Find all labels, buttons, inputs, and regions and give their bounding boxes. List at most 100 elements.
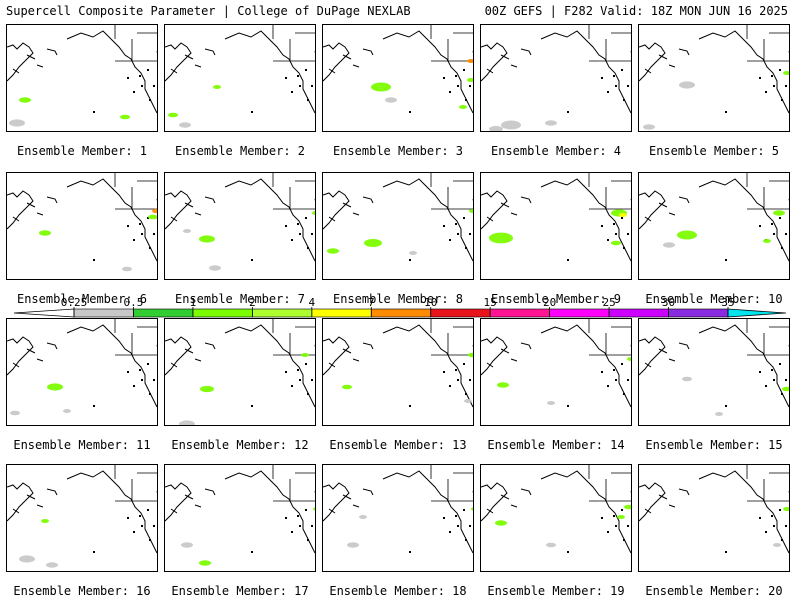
ensemble-member-label: Ensemble Member: 11	[13, 438, 151, 452]
scp-contour	[39, 230, 51, 236]
basemap	[165, 25, 315, 128]
colorbar-segment	[252, 308, 313, 318]
scp-contour	[495, 520, 507, 526]
ensemble-member-label: Ensemble Member: 20	[645, 584, 783, 598]
scp-contour	[122, 266, 132, 272]
colorbar-legend: 0.25 0.5 1 2 4 7 10 15 20 25 30 35	[13, 296, 787, 318]
scp-contour	[627, 357, 631, 361]
colorbar-tick-label: 10	[424, 296, 437, 309]
scp-contour	[677, 230, 697, 240]
ensemble-member-label: Ensemble Member: 6	[16, 292, 148, 306]
colorbar-segment	[549, 308, 610, 318]
scp-contour	[489, 232, 513, 244]
ensemble-member-label: Ensemble Member: 12	[171, 438, 309, 452]
ensemble-member-label: Ensemble Member: 8	[332, 292, 464, 306]
ensemble-member-label: Ensemble Member: 7	[174, 292, 306, 306]
colorbar-tick-label: 1	[190, 296, 197, 309]
basemap	[323, 319, 473, 408]
basemap	[323, 465, 473, 554]
ensemble-member-label: Ensemble Member: 19	[487, 584, 625, 598]
basemap	[639, 319, 789, 416]
scp-contour	[501, 120, 521, 130]
scp-contour	[181, 542, 193, 548]
scp-contour	[19, 97, 31, 103]
scp-contour	[371, 82, 391, 92]
colorbar-segment	[192, 308, 253, 318]
ensemble-panel	[6, 318, 158, 426]
scp-contour	[624, 504, 631, 510]
colorbar-segment	[668, 308, 729, 318]
scp-contour	[619, 213, 627, 217]
scp-contour	[469, 209, 473, 213]
scp-contour	[47, 383, 63, 391]
map-title: Supercell Composite Parameter | College …	[6, 4, 411, 18]
scp-contour	[120, 114, 130, 120]
scp-contour	[497, 382, 509, 388]
ensemble-member-label: Ensemble Member: 2	[174, 144, 306, 158]
ensemble-panel	[164, 318, 316, 426]
colorbar-lower-arrow	[13, 308, 75, 318]
scp-contour	[385, 97, 397, 103]
colorbar-tick-label: 15	[484, 296, 497, 309]
scp-contour	[41, 519, 49, 523]
scp-contour	[763, 239, 771, 243]
ensemble-panel	[6, 172, 158, 280]
ensemble-panel	[6, 24, 158, 132]
ensemble-panel	[638, 464, 790, 572]
colorbar-segment	[73, 308, 134, 318]
basemap	[7, 173, 157, 272]
basemap	[165, 319, 315, 425]
colorbar-segment	[489, 308, 550, 318]
scp-contour	[782, 386, 789, 392]
ensemble-panel	[322, 24, 474, 132]
ensemble-panel	[164, 24, 316, 132]
model-valid-time: 00Z GEFS | F282 Valid: 18Z MON JUN 16 20…	[484, 4, 788, 18]
ensemble-member-label: Ensemble Member: 18	[329, 584, 467, 598]
colorbar-segment	[311, 308, 372, 318]
scp-contour	[9, 119, 25, 127]
basemap	[481, 319, 631, 408]
ensemble-panel	[480, 24, 632, 132]
basemap	[481, 25, 631, 131]
ensemble-panel	[164, 464, 316, 572]
basemap	[7, 25, 157, 127]
scp-contour	[467, 59, 473, 63]
scp-contour	[152, 208, 157, 214]
scp-contour	[459, 105, 467, 109]
colorbar-tick-label: 4	[309, 296, 316, 309]
scp-contour	[679, 81, 695, 89]
scp-contour	[179, 122, 191, 128]
ensemble-panel	[638, 172, 790, 280]
basemap	[323, 173, 473, 262]
scp-contour	[359, 515, 367, 519]
scp-contour	[327, 248, 339, 254]
colorbar-upper-arrow	[727, 308, 787, 318]
scp-contour	[773, 210, 785, 216]
scp-contour	[464, 399, 472, 403]
ensemble-member-label: Ensemble Member: 17	[171, 584, 309, 598]
scp-contour	[682, 376, 692, 382]
scp-contour	[168, 112, 178, 118]
scp-contour	[179, 420, 195, 425]
scp-contour	[489, 125, 503, 131]
ensemble-member-label: Ensemble Member: 15	[645, 438, 783, 452]
colorbar-segment	[608, 308, 669, 318]
ensemble-member-label: Ensemble Member: 3	[332, 144, 464, 158]
colorbar-tick-label: 25	[602, 296, 615, 309]
scp-contour	[347, 542, 359, 548]
ensemble-member-label: Ensemble Member: 9	[490, 292, 622, 306]
basemap	[165, 465, 315, 566]
colorbar-tick-label: 2	[249, 296, 256, 309]
colorbar-tick-label: 20	[543, 296, 556, 309]
basemap	[165, 173, 315, 271]
ensemble-panel	[322, 464, 474, 572]
basemap	[7, 465, 157, 568]
scp-contour	[312, 210, 315, 216]
ensemble-member-label: Ensemble Member: 1	[16, 144, 148, 158]
scp-contour	[199, 560, 211, 566]
scp-contour	[467, 78, 473, 82]
scp-contour	[46, 562, 58, 568]
colorbar-segment	[133, 308, 194, 318]
scp-contour	[213, 85, 221, 89]
ensemble-member-label: Ensemble Member: 10	[645, 292, 783, 306]
